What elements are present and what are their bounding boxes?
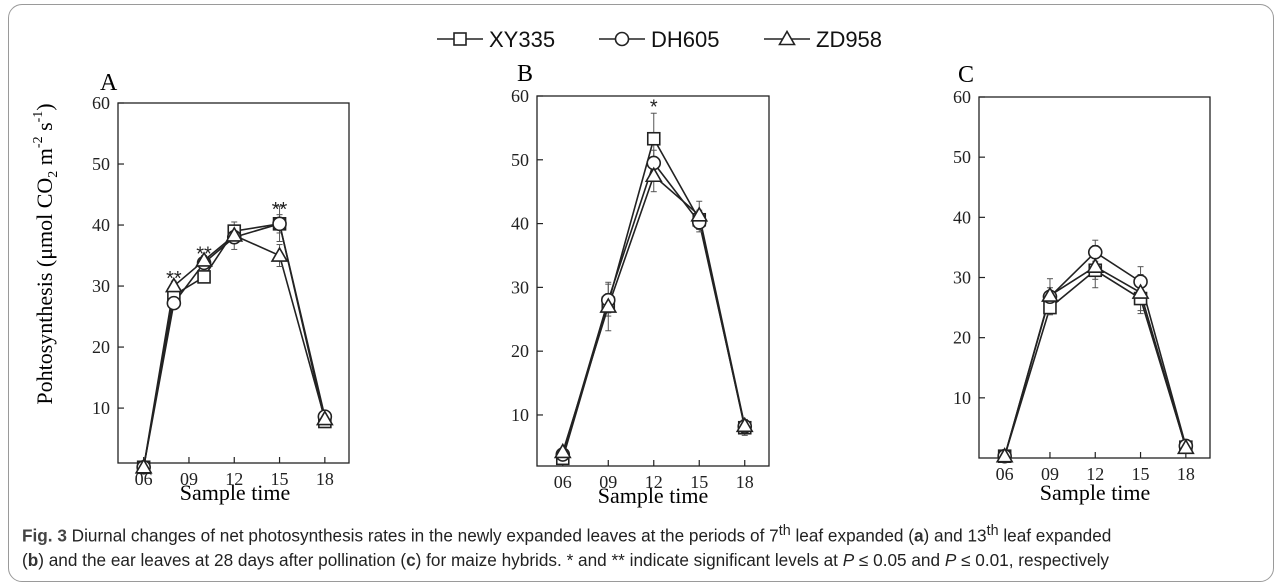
series-line-zd958 bbox=[1003, 265, 1187, 457]
x-tick-label-c: 18 bbox=[1177, 464, 1195, 484]
data-point-zd958 bbox=[1086, 257, 1105, 273]
x-tick-label-c: 09 bbox=[1041, 464, 1059, 484]
data-point-zd958 bbox=[644, 166, 663, 183]
significance-marker: * bbox=[650, 97, 658, 119]
data-point-dh605 bbox=[166, 295, 182, 311]
y-tick-label-b: 50 bbox=[511, 150, 529, 170]
panel-c: C Sample time 10 20 30 40 50 60 06 09 12 15 18 bbox=[953, 62, 1211, 505]
legend-marker-xy335 bbox=[453, 32, 467, 46]
y-tick-label-b: 20 bbox=[511, 341, 529, 361]
data-point-zd958 bbox=[995, 447, 1014, 463]
significance-marker: ** bbox=[166, 268, 182, 290]
data-point-dh605 bbox=[1087, 244, 1103, 260]
figure-number: Fig. 3 bbox=[22, 525, 67, 546]
significance-marker: ** bbox=[196, 243, 212, 265]
y-tick-label-c: 10 bbox=[953, 388, 971, 408]
data-point-zd958 bbox=[599, 297, 618, 313]
data-point-zd958 bbox=[1176, 438, 1195, 455]
x-tick-label-a: 15 bbox=[271, 469, 289, 489]
y-axis-label: Pohtosynthesis (μmol CO2 m-2 s-1) bbox=[31, 103, 61, 404]
legend-marker-zd958 bbox=[778, 29, 796, 46]
figure-caption: Fig. 3 Diurnal changes of net photosynth… bbox=[22, 519, 1267, 572]
legend: XY335 DH605 ZD958 bbox=[437, 27, 882, 52]
series-line-dh605 bbox=[562, 161, 746, 455]
data-point-dh605 bbox=[272, 216, 287, 232]
data-point-xy335 bbox=[646, 131, 661, 146]
legend-label-zd958: ZD958 bbox=[816, 27, 882, 52]
y-tick-label-b: 60 bbox=[511, 86, 529, 106]
x-tick-label-c: 06 bbox=[996, 464, 1014, 484]
plot-frame-b bbox=[536, 95, 770, 467]
y-tick-label-a: 30 bbox=[92, 276, 110, 296]
data-point-zd958 bbox=[164, 276, 183, 293]
y-tick-label-b: 10 bbox=[511, 405, 529, 425]
legend-label-dh605: DH605 bbox=[651, 27, 719, 52]
x-axis-label-a: Sample time bbox=[180, 480, 291, 505]
y-tick-label-c: 50 bbox=[953, 147, 971, 167]
figure-chart-area: XY335 DH605 ZD958 A Pohtosynthesis (μmol C… bbox=[31, 27, 1211, 508]
significance-marker: ** bbox=[272, 199, 288, 221]
x-axis-label-b: Sample time bbox=[598, 483, 709, 508]
x-tick-label-b: 18 bbox=[736, 472, 754, 492]
data-point-zd958 bbox=[1041, 286, 1059, 302]
series-line-xy335 bbox=[142, 222, 326, 468]
x-tick-label-b: 06 bbox=[554, 472, 572, 492]
panel-a: A Pohtosynthesis (μmol CO2 m-2 s-1) Samp… bbox=[31, 70, 350, 505]
data-point-zd958 bbox=[315, 409, 334, 426]
panel-label-c: C bbox=[958, 62, 974, 88]
x-tick-label-c: 15 bbox=[1132, 464, 1150, 484]
data-point-zd958 bbox=[195, 251, 213, 267]
data-point-zd958 bbox=[553, 442, 572, 459]
plot-frame-a bbox=[117, 102, 350, 464]
data-point-zd958 bbox=[1131, 283, 1150, 299]
data-point-zd958 bbox=[735, 416, 754, 433]
x-tick-label-c: 12 bbox=[1086, 464, 1104, 484]
panel-b: B Sample time 10 20 30 40 50 60 06 09 12 15 18 * bbox=[511, 61, 770, 508]
data-point-zd958 bbox=[134, 458, 153, 474]
plot-frame-c bbox=[978, 96, 1211, 459]
x-tick-label-b: 12 bbox=[645, 472, 663, 492]
x-tick-label-a: 18 bbox=[316, 469, 334, 489]
panel-label-a: A bbox=[100, 70, 118, 96]
x-tick-label-b: 09 bbox=[599, 472, 617, 492]
data-point-zd958 bbox=[270, 246, 289, 262]
panel-label-b: B bbox=[517, 61, 533, 87]
legend-label-xy335: XY335 bbox=[489, 27, 555, 52]
data-point-xy335 bbox=[197, 270, 211, 284]
x-tick-label-a: 09 bbox=[180, 469, 198, 489]
y-tick-label-a: 40 bbox=[92, 215, 110, 235]
series-line-zd958 bbox=[142, 234, 326, 468]
data-point-zd958 bbox=[225, 226, 244, 242]
figure-frame bbox=[8, 4, 1274, 582]
y-tick-label-c: 60 bbox=[953, 87, 971, 107]
y-tick-label-b: 40 bbox=[511, 214, 529, 234]
x-tick-label-b: 15 bbox=[690, 472, 708, 492]
y-tick-label-b: 30 bbox=[511, 277, 529, 297]
caption-line-1: Fig. 3 Diurnal changes of net photosynth… bbox=[22, 523, 1112, 546]
caption-line-2: (b) and the ear leaves at 28 days after … bbox=[22, 549, 1110, 570]
series-line-zd958 bbox=[562, 174, 746, 453]
x-tick-label-a: 12 bbox=[225, 469, 243, 489]
series-line-dh605 bbox=[142, 222, 326, 468]
y-tick-label-a: 10 bbox=[92, 398, 110, 418]
y-tick-label-a: 20 bbox=[92, 337, 110, 357]
y-tick-label-c: 20 bbox=[953, 328, 971, 348]
y-tick-label-c: 30 bbox=[953, 268, 971, 288]
y-tick-label-c: 40 bbox=[953, 207, 971, 227]
legend-marker-dh605 bbox=[614, 31, 630, 47]
x-axis-label-c: Sample time bbox=[1040, 480, 1151, 505]
y-tick-label-a: 50 bbox=[92, 154, 110, 174]
data-point-zd958 bbox=[690, 206, 709, 222]
y-tick-label-a: 60 bbox=[92, 93, 110, 113]
